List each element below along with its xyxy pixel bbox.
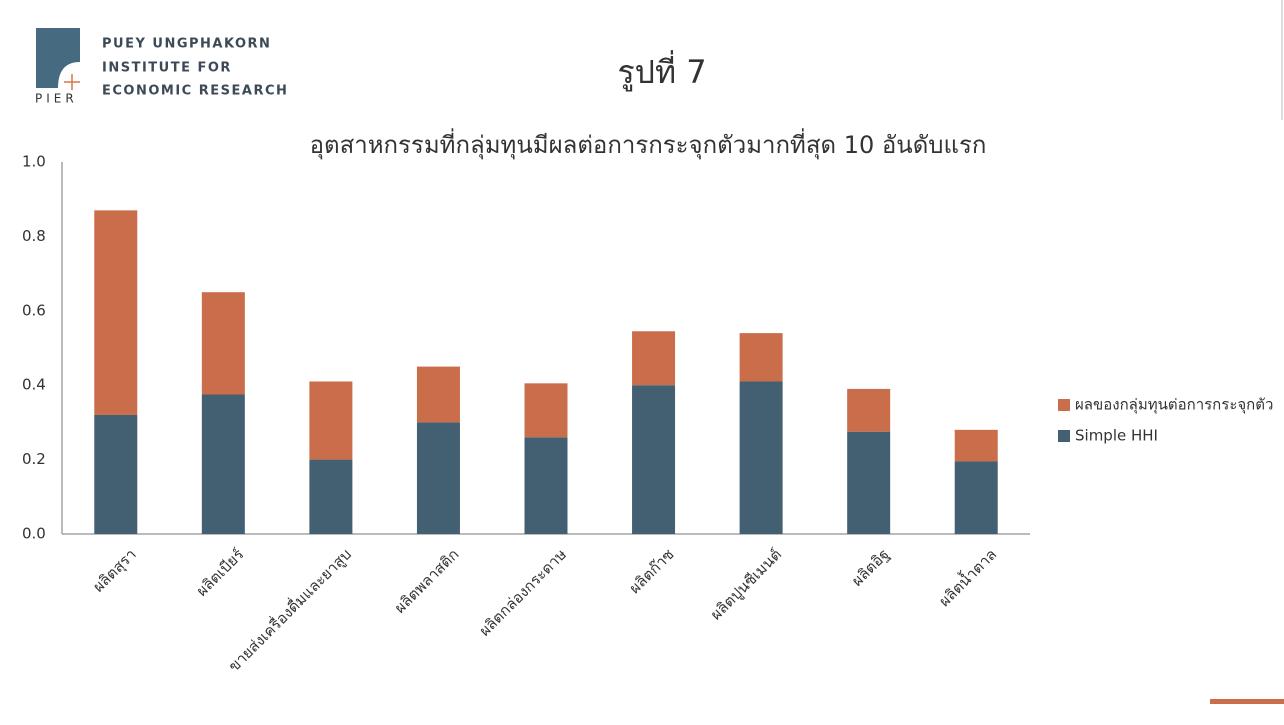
legend-label: Simple HHI [1075, 427, 1158, 445]
bar-segment [309, 381, 353, 460]
legend-swatch [1058, 399, 1070, 411]
bar-segment [94, 210, 138, 415]
x-tick-label: ผลิตพลาสติก [391, 545, 463, 617]
x-tick-label: ผลิตอิฐ [848, 545, 893, 590]
bar-segment [524, 437, 568, 534]
decor-strip [1210, 699, 1284, 704]
bar-segment [201, 292, 245, 395]
x-tick-label: ผลิตเบียร์ [193, 545, 248, 600]
y-tick-label: 0.4 [22, 376, 46, 394]
bar-segment [954, 461, 998, 534]
bar-segment [847, 431, 891, 534]
x-tick-label: ขายส่งเครื่องดื่มและยาสูบ [223, 544, 354, 675]
x-tick-label: ผลิตกล่องกระดาษ [476, 545, 571, 640]
bar-segment [954, 429, 998, 462]
org-name: PUEY UNGPHAKORN [102, 37, 271, 52]
bar-segment [416, 422, 460, 534]
x-tick-label: ผลิตน้ำตาล [934, 544, 1000, 610]
logo-shape [36, 28, 80, 88]
y-tick-label: 0.6 [22, 301, 46, 319]
logo-text: PIER [35, 92, 78, 106]
legend-swatch [1058, 430, 1070, 442]
chart-title: อุตสาหกรรมที่กลุ่มทุนมีผลต่อการกระจุกตัว… [310, 128, 987, 160]
x-tick-label: ผลิตก๊าซ [626, 545, 678, 597]
bar-segment [94, 414, 138, 534]
legend-label: ผลของกลุ่มทุนต่อการกระจุกตัว [1075, 396, 1273, 415]
y-tick-label: 1.0 [22, 153, 46, 171]
y-tick-label: 0.2 [22, 450, 46, 468]
bar-segment [847, 388, 891, 432]
y-tick-label: 0.0 [22, 525, 46, 543]
bar-segment [524, 383, 568, 438]
bar-segment [201, 394, 245, 534]
bar-segment [632, 385, 676, 534]
bar-segment [739, 333, 783, 382]
x-tick-label: ผลิตสุรา [89, 545, 140, 596]
bar-segment [416, 366, 460, 423]
bar-segment [739, 381, 783, 534]
logo-plus [64, 74, 80, 90]
page-title: รูปที่ 7 [617, 50, 706, 92]
org-name: INSTITUTE FOR [102, 61, 232, 76]
org-name: ECONOMIC RESEARCH [102, 84, 288, 99]
y-tick-label: 0.8 [22, 227, 46, 245]
bar-segment [632, 331, 676, 386]
x-tick-label: ผลิตปูนซีเมนต์ [707, 545, 785, 623]
bar-segment [309, 459, 353, 534]
